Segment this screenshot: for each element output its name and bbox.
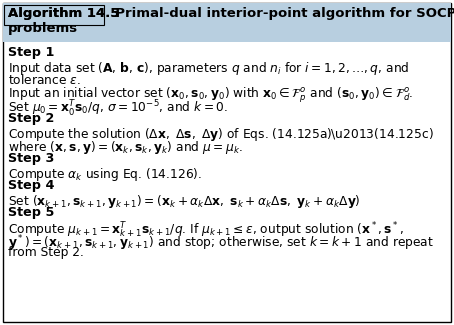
Text: Primal-dual interior-point algorithm for SOCP: Primal-dual interior-point algorithm for…: [106, 7, 454, 20]
Text: Compute the solution $(\Delta\mathbf{x},\ \Delta\mathbf{s},\ \Delta\mathbf{y})$ : Compute the solution $(\Delta\mathbf{x},…: [8, 126, 434, 143]
Text: Input data set ($\mathbf{A}$, $\mathbf{b}$, $\mathbf{c}$), parameters $q$ and $n: Input data set ($\mathbf{A}$, $\mathbf{b…: [8, 60, 410, 77]
Text: $\mathbf{y}^*) = (\mathbf{x}_{k+1}, \mathbf{s}_{k+1}, \mathbf{y}_{k+1})$ and sto: $\mathbf{y}^*) = (\mathbf{x}_{k+1}, \mat…: [8, 233, 434, 253]
Text: Compute $\mu_{k+1} = \mathbf{x}_{k+1}^T\mathbf{s}_{k+1}/q$. If $\mu_{k+1} \leq \: Compute $\mu_{k+1} = \mathbf{x}_{k+1}^T\…: [8, 220, 404, 240]
Text: Algorithm 14.5: Algorithm 14.5: [8, 7, 119, 20]
Text: where $(\mathbf{x}, \mathbf{s}, \mathbf{y}) = (\mathbf{x}_k, \mathbf{s}_k, \math: where $(\mathbf{x}, \mathbf{s}, \mathbf{…: [8, 139, 243, 156]
Text: Set $\mu_0 = \mathbf{x}_0^T\mathbf{s}_0/q$, $\sigma = 10^{-5}$, and $k = 0$.: Set $\mu_0 = \mathbf{x}_0^T\mathbf{s}_0/…: [8, 99, 228, 119]
Text: Input an initial vector set $(\mathbf{x}_0, \mathbf{s}_0, \mathbf{y}_0)$ with $\: Input an initial vector set $(\mathbf{x}…: [8, 86, 414, 105]
Bar: [3, 3, 451, 42]
Text: Step 4: Step 4: [8, 179, 54, 192]
Text: Step 5: Step 5: [8, 206, 54, 219]
Text: Set $(\mathbf{x}_{k+1}, \mathbf{s}_{k+1}, \mathbf{y}_{k+1}) = (\mathbf{x}_k + \a: Set $(\mathbf{x}_{k+1}, \mathbf{s}_{k+1}…: [8, 193, 360, 210]
Text: problems: problems: [8, 22, 78, 35]
Text: Step 3: Step 3: [8, 152, 54, 165]
Text: Compute $\alpha_k$ using Eq. (14.126).: Compute $\alpha_k$ using Eq. (14.126).: [8, 166, 202, 183]
Text: Step 1: Step 1: [8, 46, 54, 59]
Text: Algorithm 14.5: Algorithm 14.5: [8, 7, 119, 20]
Text: from Step 2.: from Step 2.: [8, 246, 84, 259]
Bar: [4, 5, 104, 25]
Text: tolerance $\varepsilon$.: tolerance $\varepsilon$.: [8, 73, 81, 87]
Text: Step 2: Step 2: [8, 112, 54, 125]
